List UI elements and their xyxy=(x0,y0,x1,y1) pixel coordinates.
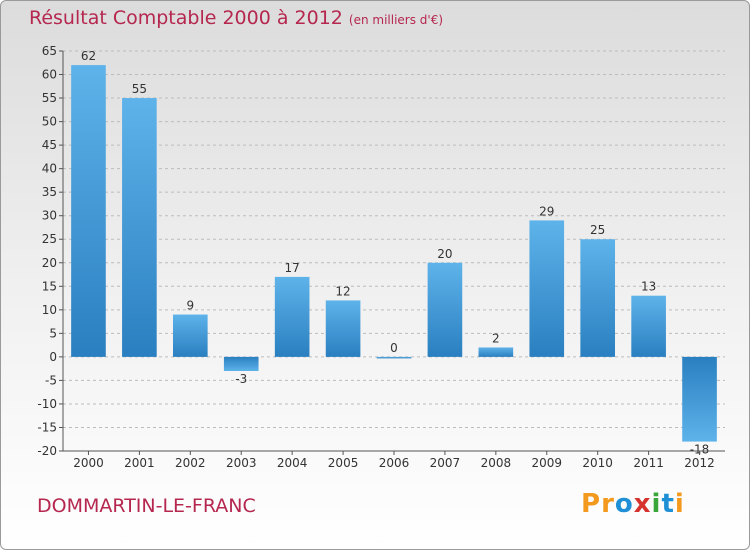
y-tick-label: 50 xyxy=(42,115,57,129)
chart-title-text: Résultat Comptable 2000 à 2012 xyxy=(29,7,343,29)
y-tick-label: 25 xyxy=(42,232,57,246)
y-tick-label: 30 xyxy=(42,209,57,223)
x-tick-label: 2011 xyxy=(633,456,664,470)
city-name: DOMMARTIN-LE-FRANC xyxy=(37,495,256,517)
x-tick-label: 2010 xyxy=(582,456,613,470)
bar xyxy=(376,356,412,359)
y-tick-label: 5 xyxy=(49,326,57,340)
y-tick-label: 45 xyxy=(42,138,57,152)
data-label: 0 xyxy=(390,341,398,355)
bar xyxy=(478,347,514,357)
y-tick-label: -15 xyxy=(37,420,57,434)
x-tick-label: 2009 xyxy=(531,456,562,470)
y-tick-label: 40 xyxy=(42,162,57,176)
x-tick-label: 2001 xyxy=(124,456,155,470)
x-tick-label: 2002 xyxy=(175,456,206,470)
bar xyxy=(274,276,310,357)
logo-letter: t xyxy=(661,489,675,519)
data-label: 62 xyxy=(81,49,96,63)
data-label: 29 xyxy=(539,204,554,218)
bar xyxy=(172,314,208,357)
data-label: 25 xyxy=(590,223,605,237)
y-tick-label: 60 xyxy=(42,68,57,82)
y-tick-label: 65 xyxy=(42,44,57,58)
data-label: 12 xyxy=(335,284,350,298)
logo-letter: o xyxy=(614,489,634,519)
y-tick-label: 15 xyxy=(42,279,57,293)
x-tick-label: 2004 xyxy=(277,456,308,470)
y-tick-label: -5 xyxy=(45,373,57,387)
x-tick-label: 2003 xyxy=(226,456,257,470)
bar xyxy=(71,65,106,357)
bar xyxy=(325,300,361,357)
logo-letter: r xyxy=(601,489,615,519)
data-label: -3 xyxy=(235,372,247,386)
data-label: 9 xyxy=(186,299,194,313)
proxiti-logo[interactable]: Proxiti xyxy=(581,489,685,519)
data-label: 13 xyxy=(641,280,656,294)
logo-letter: i xyxy=(651,489,662,519)
bar xyxy=(529,220,565,357)
y-tick-label: 10 xyxy=(42,303,57,317)
bar xyxy=(122,98,157,357)
y-tick-label: 55 xyxy=(42,91,57,105)
x-tick-label: 2005 xyxy=(328,456,359,470)
logo-letter: i xyxy=(674,489,685,519)
logo-letter: x xyxy=(633,489,652,519)
x-tick-label: 2012 xyxy=(684,456,715,470)
x-tick-label: 2000 xyxy=(73,456,104,470)
bar xyxy=(427,262,463,357)
chart-title: Résultat Comptable 2000 à 2012 (en millie… xyxy=(29,7,443,29)
y-tick-label: -20 xyxy=(37,444,57,458)
bar xyxy=(631,295,666,357)
data-label: 2 xyxy=(492,331,500,345)
data-label: 55 xyxy=(132,82,147,96)
y-tick-label: 20 xyxy=(42,256,57,270)
x-tick-label: 2008 xyxy=(481,456,512,470)
data-label: 17 xyxy=(285,261,300,275)
unit-note: (en milliers d'€) xyxy=(348,13,444,27)
data-label: -18 xyxy=(690,443,710,457)
x-tick-label: 2007 xyxy=(430,456,461,470)
y-tick-label: 0 xyxy=(49,350,57,364)
bar xyxy=(223,356,259,371)
bar xyxy=(580,239,616,357)
logo-letter: P xyxy=(581,489,602,519)
bar xyxy=(682,356,717,442)
y-tick-label: 35 xyxy=(42,185,57,199)
y-tick-label: -10 xyxy=(37,397,57,411)
x-tick-label: 2006 xyxy=(379,456,410,470)
data-label: 20 xyxy=(437,247,452,261)
